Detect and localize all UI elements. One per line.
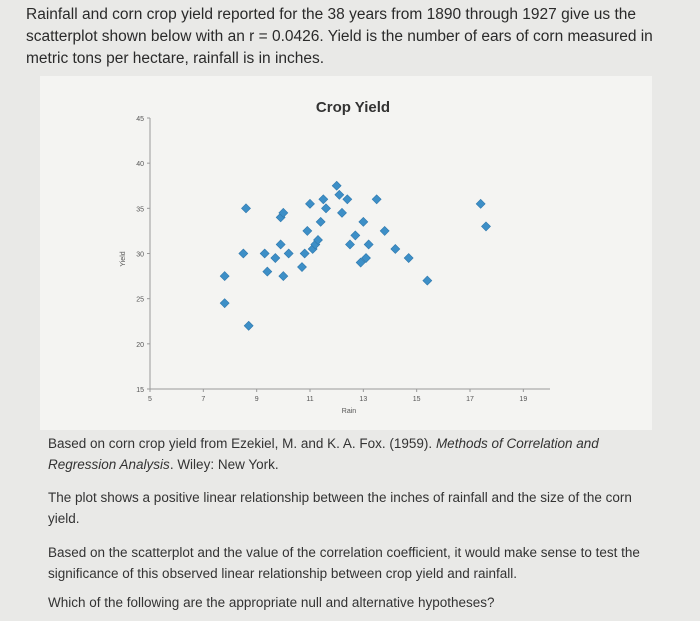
x-tick-label: 19: [519, 396, 527, 403]
y-tick-label: 40: [136, 161, 144, 168]
x-tick-label: 7: [201, 396, 205, 403]
data-point: [337, 207, 347, 218]
x-tick-label: 15: [413, 396, 421, 403]
data-point: [278, 207, 289, 218]
data-point: [315, 216, 326, 227]
data-point: [422, 275, 433, 286]
data-point: [358, 216, 369, 227]
data-point: [219, 298, 230, 309]
y-tick-label: 25: [136, 297, 144, 304]
data-point: [238, 248, 249, 259]
y-tick-label: 20: [136, 342, 144, 349]
question-prompt: Which of the following are the appropria…: [48, 595, 495, 610]
data-point: [363, 239, 374, 250]
citation-title: Methods of Correlation and Regression An…: [48, 436, 599, 472]
source-citation: Based on corn crop yield from Ezekiel, M…: [48, 433, 648, 475]
data-point: [379, 225, 390, 236]
data-point: [278, 271, 289, 282]
data-point: [321, 203, 331, 214]
y-tick-label: 45: [136, 116, 144, 123]
data-point: [243, 320, 254, 331]
data-point: [318, 194, 329, 205]
x-tick-label: 11: [306, 396, 313, 403]
data-point: [299, 248, 310, 259]
y-tick-label: 15: [136, 387, 144, 394]
citation-publisher: . Wiley: New York.: [169, 457, 279, 472]
data-point: [305, 198, 315, 209]
relationship-statement: The plot shows a positive linear relatio…: [48, 490, 632, 526]
x-tick-label: 9: [255, 396, 259, 403]
x-tick-label: 13: [359, 396, 367, 403]
data-point: [283, 248, 294, 259]
data-point: [355, 257, 366, 268]
data-points: [219, 180, 491, 331]
x-tick-label: 5: [148, 396, 152, 403]
data-point: [297, 262, 307, 272]
scatter-plot-svg: Crop Yield Yield Rain 45 40 35 30 25 20 15 5 7 9 1…: [120, 99, 550, 415]
data-point: [331, 180, 342, 191]
axes: 45 40 35 30 25 20 15 5 7 9 11 13 15 17 19: [136, 116, 550, 403]
data-point: [270, 253, 281, 263]
data-point: [275, 239, 286, 250]
data-point: [481, 221, 491, 232]
y-tick-label: 35: [136, 206, 144, 213]
data-point: [262, 266, 273, 277]
data-point: [219, 271, 230, 282]
data-point: [334, 189, 345, 200]
data-point: [259, 248, 270, 259]
citation-prefix: Based on corn crop yield from Ezekiel, M…: [48, 436, 436, 451]
data-point: [302, 225, 313, 236]
data-point: [475, 198, 486, 209]
data-point: [350, 230, 361, 241]
data-point: [371, 194, 382, 205]
data-point: [403, 253, 414, 263]
y-tick-label: 30: [136, 252, 144, 259]
data-point: [361, 253, 371, 263]
x-tick-label: 17: [466, 396, 474, 403]
y-axis-label: Yield: [120, 251, 127, 266]
chart-title: Crop Yield: [316, 99, 390, 116]
data-point: [313, 235, 323, 245]
data-point: [390, 244, 401, 254]
data-point: [342, 194, 353, 205]
data-point: [241, 203, 251, 214]
data-point: [345, 239, 355, 250]
x-axis-label: Rain: [342, 408, 357, 415]
scatter-chart: Crop Yield Yield Rain 45 40 35 30 25 20 15 5 7 9 1…: [40, 76, 652, 430]
intro-paragraph: Rainfall and corn crop yield reported fo…: [26, 6, 653, 67]
significance-statement: Based on the scatterplot and the value o…: [48, 545, 640, 581]
